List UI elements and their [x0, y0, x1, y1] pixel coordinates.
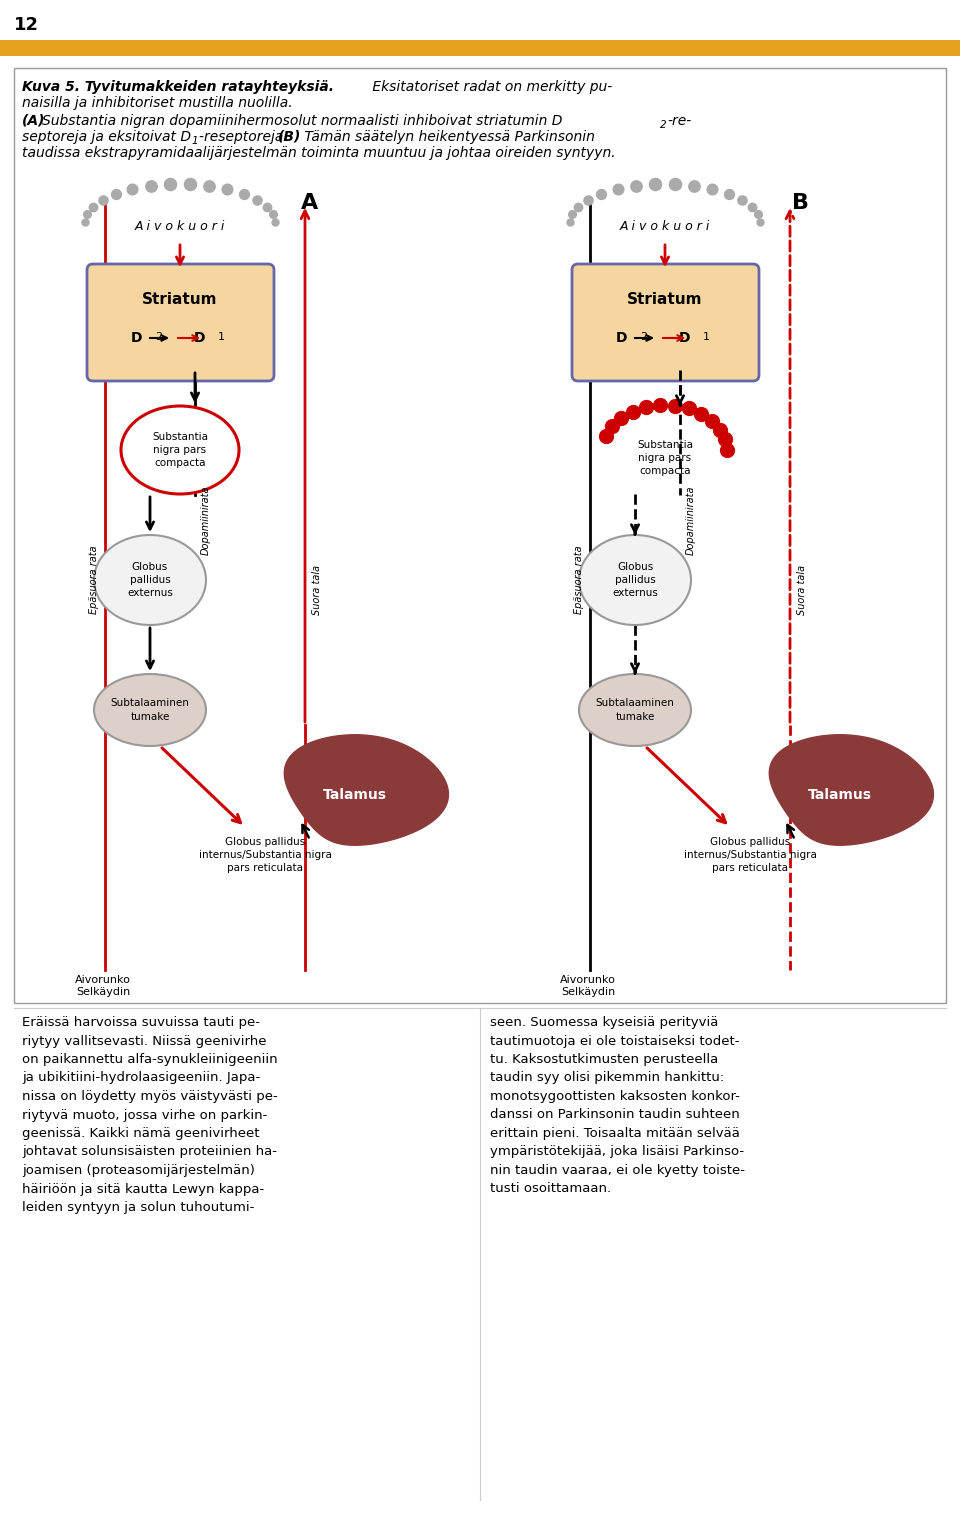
Text: 2: 2 [155, 332, 162, 342]
Text: 12: 12 [14, 17, 39, 33]
Text: Epäsuora rata: Epäsuora rata [574, 546, 584, 615]
Bar [14, 68, 946, 1003]
Text: Globus pallidus
internus/Substantia nigra
pars reticulata: Globus pallidus internus/Substantia nigr… [684, 837, 816, 874]
Text: Eksitatoriset radat on merkitty pu-: Eksitatoriset radat on merkitty pu- [368, 81, 612, 94]
Text: Globus pallidus
internus/Substantia nigra
pars reticulata: Globus pallidus internus/Substantia nigr… [199, 837, 331, 874]
Text: 1: 1 [218, 332, 225, 342]
Text: 2: 2 [660, 120, 666, 129]
Text: Talamus: Talamus [808, 788, 872, 802]
Polygon shape [769, 735, 933, 845]
Text: -re-: -re- [667, 114, 691, 128]
Text: Aivorunko
Selkäydin: Aivorunko Selkäydin [75, 976, 131, 997]
Text: Striatum: Striatum [142, 292, 218, 307]
Text: Suora tala: Suora tala [312, 565, 322, 615]
Text: B: B [791, 193, 808, 213]
Text: Subtalaaminen
tumake: Subtalaaminen tumake [110, 699, 189, 721]
Text: Striatum: Striatum [627, 292, 703, 307]
Text: 2: 2 [640, 332, 647, 342]
Text: -reseptoreja.: -reseptoreja. [199, 129, 292, 145]
Text: (B): (B) [278, 129, 301, 145]
FancyBboxPatch shape [87, 263, 274, 380]
Text: Tämän säätelyn heikentyessä Parkinsonin: Tämän säätelyn heikentyessä Parkinsonin [300, 129, 595, 145]
Text: Globus
pallidus
externus: Globus pallidus externus [127, 562, 173, 598]
Text: A i v o k u o r i: A i v o k u o r i [134, 219, 226, 233]
Ellipse shape [121, 406, 239, 495]
Text: septoreja ja eksitoivat D: septoreja ja eksitoivat D [22, 129, 191, 145]
Text: Aivorunko
Selkäydin: Aivorunko Selkäydin [560, 976, 616, 997]
Ellipse shape [579, 536, 691, 626]
Text: Kuva 5. Tyvitumakkeiden ratayhteyksiä.: Kuva 5. Tyvitumakkeiden ratayhteyksiä. [22, 81, 334, 94]
Ellipse shape [94, 536, 206, 626]
Text: taudissa ekstrapyramidaalijärjestelmän toiminta muuntuu ja johtaa oireiden synty: taudissa ekstrapyramidaalijärjestelmän t… [22, 146, 615, 160]
Text: D: D [679, 330, 690, 345]
Text: D: D [194, 330, 205, 345]
Polygon shape [284, 735, 448, 845]
Text: A: A [301, 193, 319, 213]
Ellipse shape [579, 674, 691, 746]
Text: D: D [615, 330, 627, 345]
Text: Subtalaaminen
tumake: Subtalaaminen tumake [595, 699, 675, 721]
Ellipse shape [94, 674, 206, 746]
Text: Globus
pallidus
externus: Globus pallidus externus [612, 562, 658, 598]
Text: (A): (A) [22, 114, 45, 128]
Text: 1: 1 [192, 135, 199, 146]
Text: Substantia
nigra pars
compacta: Substantia nigra pars compacta [152, 432, 208, 469]
Text: Dopamiinirata: Dopamiinirata [201, 486, 211, 554]
Text: Eräissä harvoissa suvuissa tauti pe-
riytyy vallitsevasti. Niissä geenivirhe
on : Eräissä harvoissa suvuissa tauti pe- riy… [22, 1017, 277, 1215]
Text: Substantia
nigra pars
compacta: Substantia nigra pars compacta [637, 440, 693, 476]
Text: Epäsuora rata: Epäsuora rata [89, 546, 99, 615]
Text: 1: 1 [703, 332, 710, 342]
FancyBboxPatch shape [572, 263, 759, 380]
Text: seen. Suomessa kyseisiä perityviä
tautimuotoja ei ole toistaiseksi todet-
tu. Ka: seen. Suomessa kyseisiä perityviä tautim… [490, 1017, 745, 1195]
Text: naisilla ja inhibitoriset mustilla nuolilla.: naisilla ja inhibitoriset mustilla nuoli… [22, 96, 293, 110]
Text: Dopamiinirata: Dopamiinirata [686, 486, 696, 554]
Text: Suora tala: Suora tala [797, 565, 807, 615]
Bar [0, 40, 960, 56]
Text: D: D [131, 330, 142, 345]
Text: A i v o k u o r i: A i v o k u o r i [620, 219, 710, 233]
Text: Substantia nigran dopamiinihermosolut normaalisti inhiboivat striatumin D: Substantia nigran dopamiinihermosolut no… [42, 114, 563, 128]
Text: Talamus: Talamus [323, 788, 387, 802]
